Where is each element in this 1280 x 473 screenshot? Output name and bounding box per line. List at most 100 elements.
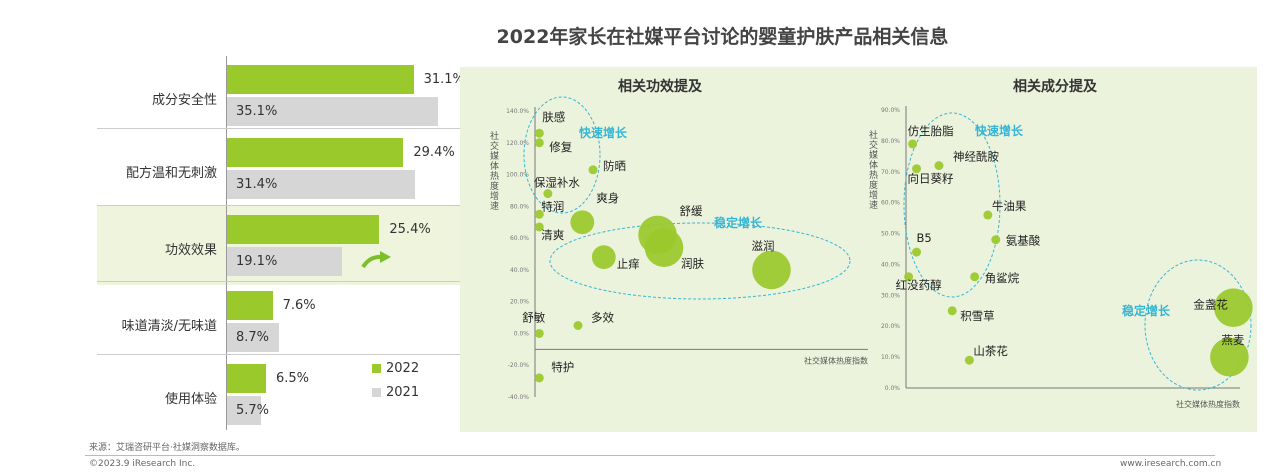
bubble-label: 仿生胎脂 <box>908 124 954 138</box>
bubble-point <box>752 250 791 290</box>
scatter-title-ingredient: 相关成分提及 <box>1013 79 1097 95</box>
y-tick-label: -20.0% <box>508 362 530 369</box>
bar-2022 <box>227 364 266 393</box>
bar-category-label: 味道清淡/无味道 <box>121 319 217 334</box>
y-tick-label: 30.0% <box>881 292 900 299</box>
bubble-label: B5 <box>917 231 932 245</box>
scatter-panel-background <box>460 67 1257 432</box>
bubble-point <box>588 165 598 175</box>
annotation-ellipse <box>549 222 851 300</box>
y-tick-label: 90.0% <box>881 107 900 114</box>
y-tick-label: 50.0% <box>881 231 900 238</box>
bubble-point <box>534 328 544 338</box>
footer-copyright: ©2023.9 iResearch Inc. <box>89 459 196 469</box>
bubble-label: 修复 <box>549 140 572 154</box>
bubble-point <box>534 209 544 219</box>
bubble-point <box>983 210 993 220</box>
bar-row-separator <box>97 354 460 355</box>
bubble-label: 止痒 <box>617 257 640 271</box>
y-tick-label: 0.0% <box>885 385 901 392</box>
bar-value-2021: 19.1% <box>236 254 278 269</box>
bubble-point <box>534 138 544 148</box>
bubble-label: 金盏花 <box>1193 298 1228 312</box>
bubble-label: 特润 <box>541 199 564 213</box>
bar-2021 <box>227 97 438 126</box>
bar-row-separator <box>97 205 460 206</box>
legend-label-2021: 2021 <box>386 385 420 400</box>
y-tick-label: 140.0% <box>506 108 529 115</box>
y-tick-label: 80.0% <box>510 203 529 210</box>
annotation-ellipse <box>523 96 601 214</box>
y-tick-label: -40.0% <box>508 394 530 401</box>
bubble-label: 保湿补水 <box>534 176 580 190</box>
y-tick-label: 10.0% <box>881 354 900 361</box>
bubble-label: 燕麦 <box>1221 333 1244 347</box>
bar-value-2021: 8.7% <box>236 330 270 345</box>
bubble-label: 向日葵籽 <box>908 172 954 186</box>
annotation-label: 快速增长 <box>975 123 1024 138</box>
bubble-point <box>934 161 944 171</box>
bar-value-2022: 31.1% <box>423 72 465 87</box>
bar-category-label: 成分安全性 <box>151 93 217 108</box>
bubble-label: 牛油果 <box>992 199 1027 213</box>
legend-label-2022: 2022 <box>386 361 420 376</box>
footer-source: 来源：艾瑞咨研平台·社媒洞察数据库。 <box>89 443 245 453</box>
x-axis-label: 社交媒体热度指数 <box>804 355 868 365</box>
y-tick-label: 0.0% <box>514 330 530 337</box>
y-axis-label: 社交媒体热度增速 <box>867 129 878 210</box>
bubble-point <box>912 247 922 257</box>
bubble-point <box>1214 288 1253 327</box>
bubble-point <box>904 272 914 282</box>
bubble-point <box>570 210 595 235</box>
bubble-label: 舒缓 <box>680 204 703 218</box>
bar-axis <box>226 56 227 430</box>
bubble-label: 特护 <box>551 360 574 374</box>
bubble-label: 红没药醇 <box>896 278 942 292</box>
bar-2022 <box>227 291 273 320</box>
y-tick-label: 20.0% <box>510 299 529 306</box>
annotation-ellipse <box>903 112 1001 298</box>
y-tick-label: 70.0% <box>881 169 900 176</box>
bubble-label: 润肤 <box>681 257 704 271</box>
bubble-label: 多效 <box>591 311 614 325</box>
bar-value-2022: 29.4% <box>413 145 455 160</box>
x-axis-label: 社交媒体热度指数 <box>1176 399 1240 409</box>
bar-row-separator <box>97 128 460 129</box>
bar-category-label: 功效效果 <box>164 243 217 258</box>
annotation-ellipse <box>1144 259 1252 391</box>
annotation-label: 快速增长 <box>579 125 628 140</box>
bar-value-2021: 5.7% <box>236 403 270 418</box>
bubble-label: 舒敏 <box>522 310 545 324</box>
bar-value-2022: 7.6% <box>282 298 316 313</box>
bar-2021 <box>227 247 342 276</box>
bubble-label: 爽身 <box>596 191 619 205</box>
y-tick-label: 60.0% <box>881 200 900 207</box>
bubble-point <box>534 373 544 383</box>
bar-2021 <box>227 170 416 199</box>
footer-url: www.iresearch.com.cn <box>1120 459 1222 469</box>
y-tick-label: 100.0% <box>506 172 529 179</box>
bar-value-2021: 31.4% <box>236 177 278 192</box>
bubble-point <box>573 321 583 330</box>
bar-2021 <box>227 323 280 352</box>
legend-swatch-2022 <box>372 364 381 373</box>
bar-2022 <box>227 65 414 94</box>
bubble-label: 角鲨烷 <box>985 271 1020 285</box>
bubble-point <box>908 139 918 149</box>
annotation-label: 稳定增长 <box>714 215 763 230</box>
bubble-point <box>964 355 974 365</box>
page-title: 2022年家长在社媒平台讨论的婴童护肤产品相关信息 <box>496 26 949 48</box>
bubble-label: 防晒 <box>603 159 626 173</box>
bubble-point <box>970 272 980 282</box>
scatter-chart-ingredient: 90.0% 80.0% 70.0% 60.0% 50.0% 40.0% 30.0% 20.0%… <box>867 106 1253 409</box>
bubble-point <box>543 189 553 199</box>
y-tick-label: 40.0% <box>510 267 529 274</box>
bubble-label: 积雪草 <box>960 309 995 323</box>
bubble-point <box>534 222 544 232</box>
bubble-label: 氨基酸 <box>1006 234 1041 248</box>
bar-value-2021: 35.1% <box>236 104 278 119</box>
bubble-point <box>1210 337 1249 377</box>
bubble-point <box>534 128 544 138</box>
bubble-label: 山茶花 <box>973 344 1008 358</box>
bar-2021 <box>227 396 262 425</box>
